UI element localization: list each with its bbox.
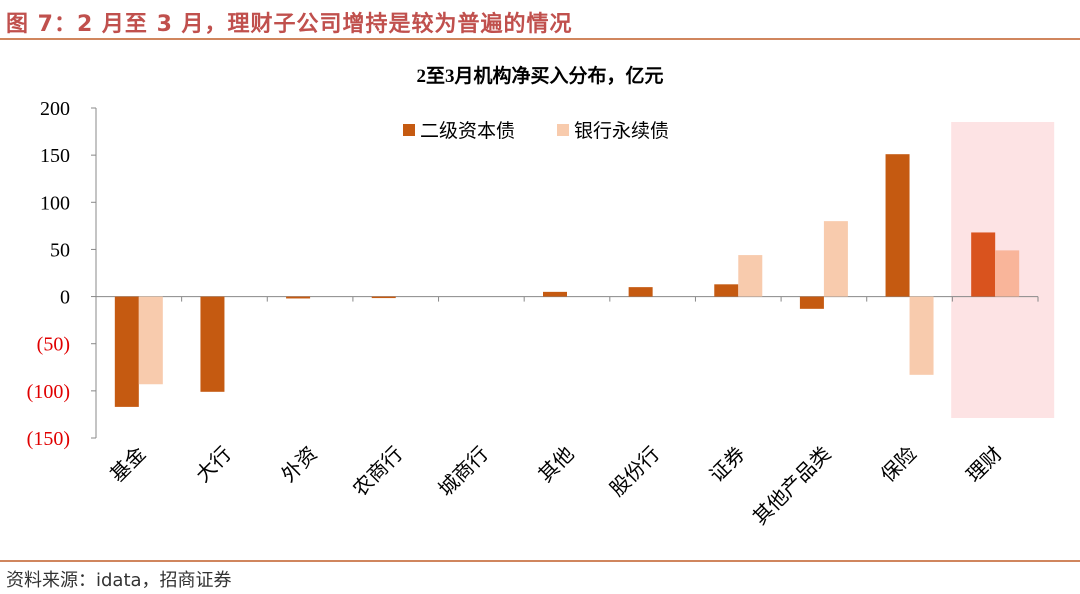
y-tick-label: 100: [40, 192, 70, 214]
figure-title: 图 7：2 月至 3 月，理财子公司增持是较为普遍的情况: [6, 12, 573, 37]
bar-tier2-capital-bond-9: [799, 296, 824, 309]
x-category-label: 外资: [277, 442, 322, 487]
x-category-label: 理财: [962, 442, 1007, 487]
bar-perpetual-bond-11: [995, 250, 1020, 297]
bar-perpetual-bond-1: [138, 296, 163, 385]
y-tick-label: 150: [40, 145, 70, 167]
bar-tier2-capital-bond-8: [714, 284, 739, 297]
bar-perpetual-bond-8: [738, 255, 763, 297]
x-category-label: 保险: [877, 442, 922, 487]
bar-tier2-capital-bond-11: [971, 232, 996, 297]
bar-tier2-capital-bond-2: [200, 296, 225, 392]
legend-swatch: [557, 124, 569, 136]
y-tick-label: 50: [50, 239, 70, 261]
bar-perpetual-bond-10: [909, 296, 934, 375]
bar-tier2-capital-bond-1: [114, 296, 139, 407]
x-category-label: 其他产品类: [748, 442, 835, 529]
y-tick-label: 0: [60, 287, 70, 309]
x-category-label: 基金: [106, 442, 151, 487]
source-note: 资料来源：idata，招商证券: [6, 570, 232, 591]
y-tick-label: (50): [37, 334, 70, 356]
x-category-label: 其他: [534, 442, 579, 487]
x-category-label: 股份行: [605, 442, 664, 501]
x-category-label: 城商行: [434, 442, 493, 501]
bar-tier2-capital-bond-10: [885, 154, 910, 297]
bar-tier2-capital-bond-4: [371, 296, 396, 299]
footer-rule: [0, 560, 1080, 562]
y-tick-label: (150): [27, 428, 70, 450]
y-tick-label: (100): [27, 381, 70, 403]
bar-perpetual-bond-9: [823, 221, 848, 297]
legend-label: 二级资本债: [420, 120, 515, 142]
legend-swatch: [403, 124, 415, 136]
chart-title: 2至3月机构净买入分布，亿元: [416, 64, 663, 87]
header-rule: [0, 38, 1080, 40]
legend-label: 银行永续债: [574, 120, 669, 142]
y-tick-label: 200: [40, 98, 70, 120]
bar-tier2-capital-bond-7: [628, 287, 653, 297]
x-category-label: 农商行: [349, 442, 408, 501]
bar-tier2-capital-bond-6: [543, 291, 567, 297]
x-category-label: 证券: [705, 442, 750, 487]
figure-header: 图 7：2 月至 3 月，理财子公司增持是较为普遍的情况: [6, 4, 1074, 40]
x-category-label: 大行: [191, 442, 236, 487]
bar-tier2-capital-bond-3: [286, 296, 311, 299]
